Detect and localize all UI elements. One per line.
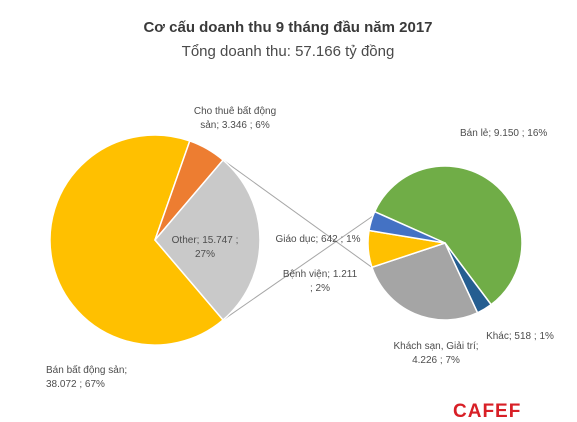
- main-pie: [49, 134, 261, 346]
- main-pie-slice-2: [154, 159, 261, 321]
- label-cho-thue-bat-dong-san: Cho thuê bất động sản; 3.346 ; 6%: [194, 105, 276, 131]
- detail-pie: [367, 165, 523, 321]
- label-benh-vien: Bệnh viện; 1.211; 2%: [283, 269, 358, 294]
- cafef-logo-text: CAFEF: [453, 401, 521, 422]
- label-khach-san-giai-tri: Khách sạn, Giải trí; 4.226 ; 7%: [393, 341, 478, 366]
- main-pie-slice-0: [49, 134, 225, 346]
- label-ban-bat-dong-san: Bán bất động sản; 38.072 ; 67%: [46, 364, 127, 390]
- data-labels: Bán bất động sản; 38.072 ; 67% Cho thuê bấ…: [46, 105, 554, 390]
- chart-title: Cơ cấu doanh thu 9 tháng đầu năm 2017: [143, 19, 432, 36]
- label-ban-le: Bán lẻ; 9.150 ; 16%: [460, 128, 547, 139]
- label-other: Other; 15.747 ; 27%: [172, 235, 239, 260]
- label-khac: Khác; 518 ; 1%: [486, 331, 554, 342]
- detail-pie-slice-2: [370, 242, 479, 321]
- label-giao-duc: Giáo dục; 642 ; 1%: [275, 234, 360, 245]
- detail-pie-slice-0: [373, 165, 523, 306]
- detail-pie-slice-4: [368, 210, 446, 244]
- cafef-logo: CAFEF: [453, 401, 521, 422]
- chart-subtitle: Tổng doanh thu: 57.166 tỷ đồng: [182, 43, 395, 60]
